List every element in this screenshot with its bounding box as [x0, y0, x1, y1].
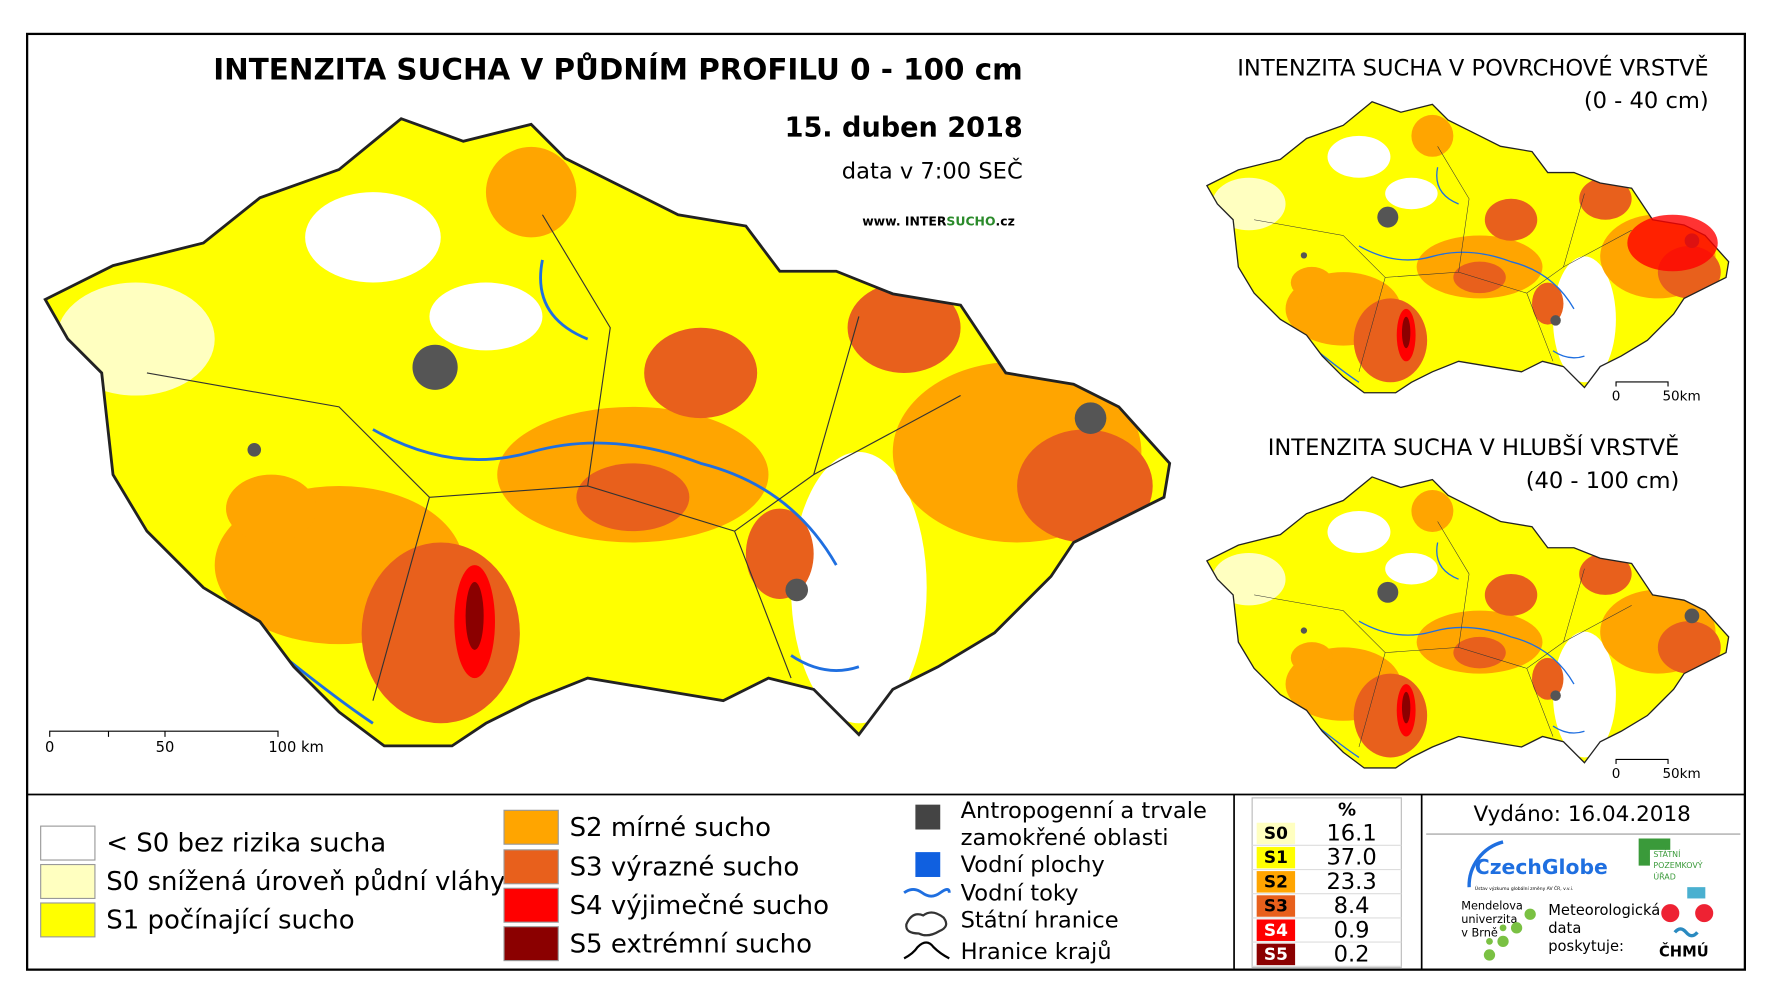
- scale-bar: [1615, 758, 1669, 764]
- overlay-label: Státní hranice: [961, 908, 1119, 934]
- overlay-label: Antropogenní a trvale: [961, 798, 1207, 824]
- stats-value: 8.4: [1334, 893, 1370, 919]
- czechglobe-sub: Ústav výzkumu globální změny AV ČR, v.v.…: [1475, 885, 1574, 892]
- date: 15. duben 2018: [785, 112, 1023, 143]
- stats-class: S5: [1264, 944, 1288, 964]
- website-prefix: www. INTER: [862, 213, 947, 228]
- legend-label: < S0 bez rizika sucha: [106, 829, 386, 859]
- stats-class-cell: [1256, 846, 1296, 869]
- website: www. INTERSUCHO.cz: [862, 213, 1015, 228]
- region-border-symbol: [903, 941, 950, 960]
- scale-bar: [49, 730, 279, 737]
- stats-class: S2: [1264, 871, 1288, 891]
- stats-class-cell: [1256, 895, 1296, 917]
- czechglobe-arc: [1467, 840, 1504, 888]
- stats-class: S0: [1264, 823, 1288, 843]
- main-title: INTENZITA SUCHA V PŮDNÍM PROFILU 0 - 100…: [213, 51, 1022, 87]
- surface-title: INTENZITA SUCHA V POVRCHOVÉ VRSTVĚ: [1237, 53, 1708, 81]
- czechglobe-logo: CzechGlobe: [1475, 855, 1608, 879]
- chmu-note: poskytuje:: [1548, 938, 1624, 955]
- chmu-note: data: [1548, 920, 1581, 937]
- legend-swatch: [40, 863, 96, 900]
- stats-table: % S0 16.1 S1 37.0 S2 23.3 S3 8.4 S4 0.9 S5 0.2: [1251, 797, 1402, 968]
- stats-class-cell: [1256, 943, 1296, 966]
- legend-label: S1 počínající sucho: [106, 906, 354, 936]
- legend-swatch: [40, 902, 96, 938]
- chmu-logo: [1661, 887, 1714, 938]
- overlay-label: Vodní toky: [961, 880, 1079, 906]
- legend-swatch: [503, 809, 559, 845]
- scale-label: 50: [156, 739, 175, 756]
- scale-bar: [1615, 381, 1669, 387]
- scale-label: 50km: [1662, 766, 1700, 782]
- mendelu-text: v Brně: [1461, 926, 1498, 939]
- stats-value: 16.1: [1326, 821, 1376, 847]
- legend-swatch: [40, 825, 96, 861]
- state-border-symbol: [905, 911, 948, 937]
- legend-swatch: [503, 849, 559, 885]
- legend: < S0 bez rizika sucha S0 snížená úroveň p…: [40, 809, 829, 962]
- scale-label: 0: [45, 739, 54, 756]
- stats-border: [1251, 797, 1402, 968]
- anthropogenic-symbol: [915, 804, 941, 830]
- legend-label: S0 snížená úroveň půdní vláhy: [106, 867, 505, 897]
- stats-value: 37.0: [1326, 845, 1376, 871]
- spu-text: POZEMKOVÝ: [1653, 859, 1702, 870]
- stats-value: 0.9: [1334, 917, 1370, 943]
- water-symbol: [915, 852, 941, 877]
- chmu-note: Meteorologická: [1548, 902, 1660, 919]
- river-symbol: [903, 888, 951, 898]
- stats-class: S3: [1264, 896, 1288, 916]
- legend-label: S3 výrazné sucho: [570, 852, 800, 882]
- surface-depth: (0 - 40 cm): [1584, 88, 1709, 114]
- scale-label: 50km: [1662, 389, 1700, 405]
- legend-label: S5 extrémní sucho: [570, 929, 812, 959]
- deep-title: INTENZITA SUCHA V HLUBŠÍ VRSTVĚ: [1268, 433, 1680, 461]
- stats-class-cell: [1256, 919, 1296, 941]
- deep-depth: (40 - 100 cm): [1526, 468, 1680, 494]
- mendelu-dots: [1483, 908, 1536, 961]
- stats-value: 23.3: [1326, 869, 1376, 895]
- legend-label: S4 výjimečné sucho: [570, 891, 829, 921]
- stats-class-cell: [1256, 871, 1296, 893]
- mendelu-text: univerzita: [1461, 913, 1517, 926]
- legend-label: S2 mírné sucho: [570, 813, 771, 843]
- overlay-label: zamokřené oblasti: [961, 825, 1169, 851]
- stats-class: S1: [1264, 847, 1288, 867]
- overlay-label: Hranice krajů: [961, 938, 1112, 965]
- chmu-logo-text: ČHMÚ: [1659, 943, 1709, 961]
- legend-swatch: [503, 887, 559, 923]
- website-suffix: .cz: [996, 213, 1015, 228]
- mendelu-text: Mendelova: [1461, 899, 1523, 912]
- scale-label: 0: [1612, 389, 1621, 405]
- surface-hotspot: [1627, 214, 1718, 272]
- scale-label: 100 km: [268, 739, 324, 756]
- overlay-label: Vodní plochy: [961, 852, 1105, 878]
- spu-text: ÚŘAD: [1653, 870, 1675, 881]
- spu-logo: [1638, 838, 1671, 866]
- stats-class-cell: [1256, 822, 1296, 845]
- stats-value: 0.2: [1334, 941, 1370, 967]
- stats-class: S4: [1264, 920, 1288, 940]
- stats-header: %: [1338, 799, 1356, 820]
- data-time: data v 7:00 SEČ: [842, 156, 1023, 184]
- scale-label: 0: [1612, 766, 1621, 782]
- website-highlight: SUCHO: [946, 213, 995, 228]
- legend-swatch: [503, 926, 559, 962]
- issued: Vydáno: 16.04.2018: [1473, 802, 1690, 827]
- spu-text: STÁTNÍ: [1653, 848, 1681, 859]
